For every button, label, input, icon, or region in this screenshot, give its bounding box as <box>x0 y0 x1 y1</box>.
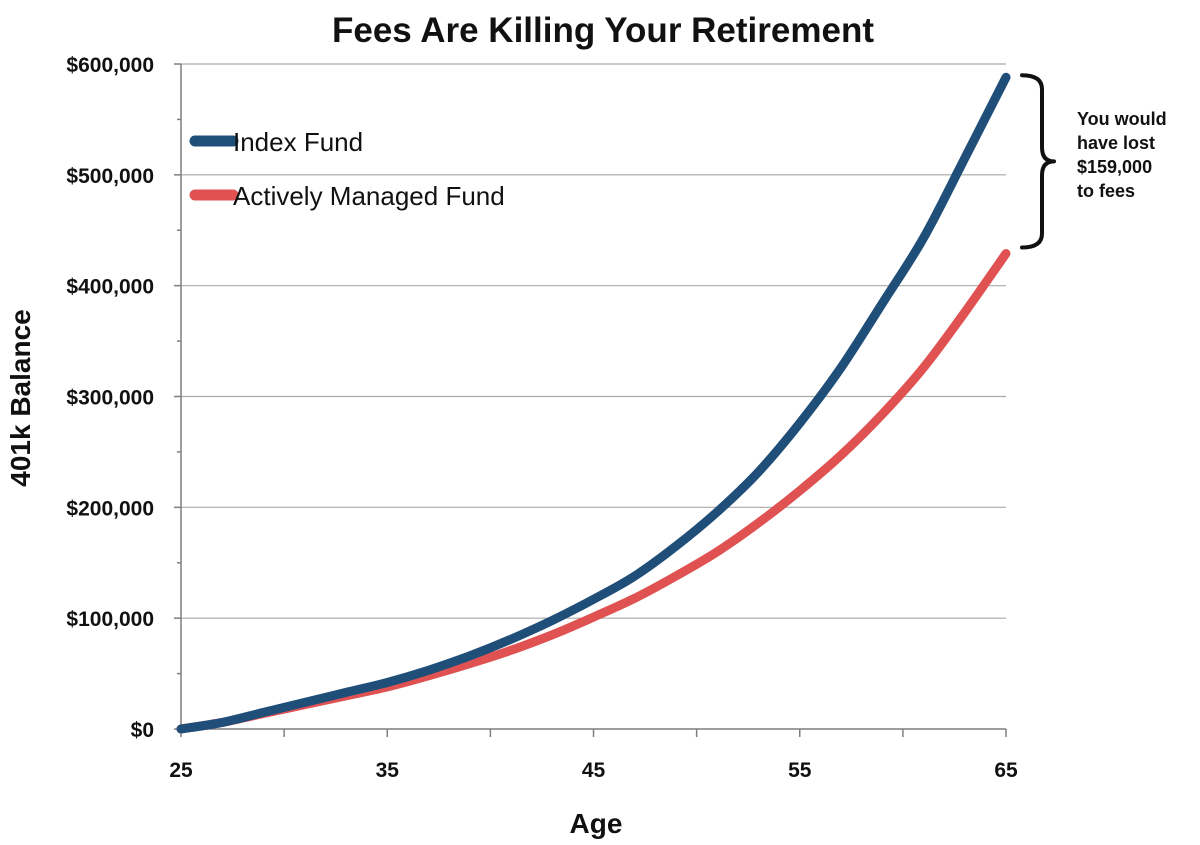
y-tick-label: $600,000 <box>66 54 154 77</box>
legend-label-actively-managed-fund: Actively Managed Fund <box>233 181 505 211</box>
x-tick-label: 25 <box>169 759 193 782</box>
fee-loss-annotation: You would have lost $159,000 to fees <box>1020 73 1167 250</box>
y-tick-label: $0 <box>131 719 154 742</box>
y-tick-label: $400,000 <box>66 276 154 299</box>
data-series <box>176 72 1011 734</box>
x-tick-label: 55 <box>788 759 812 782</box>
y-tick-label: $200,000 <box>66 497 154 520</box>
x-tick-label: 65 <box>994 759 1018 782</box>
chart-title: Fees Are Killing Your Retirement <box>332 11 874 50</box>
annotation-text-line: have lost <box>1077 133 1155 153</box>
legend-label-index-fund: Index Fund <box>233 127 363 157</box>
y-axis-label: 401k Balance <box>5 309 36 486</box>
series-line-actively-managed-fund <box>176 249 1011 734</box>
gridlines <box>181 63 1006 619</box>
x-tick-label: 45 <box>582 759 606 782</box>
annotation-text-line: You would <box>1077 109 1167 129</box>
x-axis-ticks: 25 35 45 55 65 <box>169 729 1018 782</box>
y-tick-label: $100,000 <box>66 608 154 631</box>
y-tick-label: $500,000 <box>66 165 154 188</box>
curly-brace <box>1020 73 1056 250</box>
x-axis-label: Age <box>570 808 623 839</box>
annotation-text-line: to fees <box>1077 181 1135 201</box>
annotation-text-line: $159,000 <box>1077 157 1152 177</box>
legend: Index Fund Actively Managed Fund <box>189 127 505 211</box>
series-line-index-fund <box>176 72 1011 734</box>
y-axis-ticks: $0 $100,000 $200,000 $300,000 $400,000 $500,0… <box>66 54 181 742</box>
y-tick-label: $300,000 <box>66 387 154 410</box>
x-tick-label: 35 <box>376 759 400 782</box>
